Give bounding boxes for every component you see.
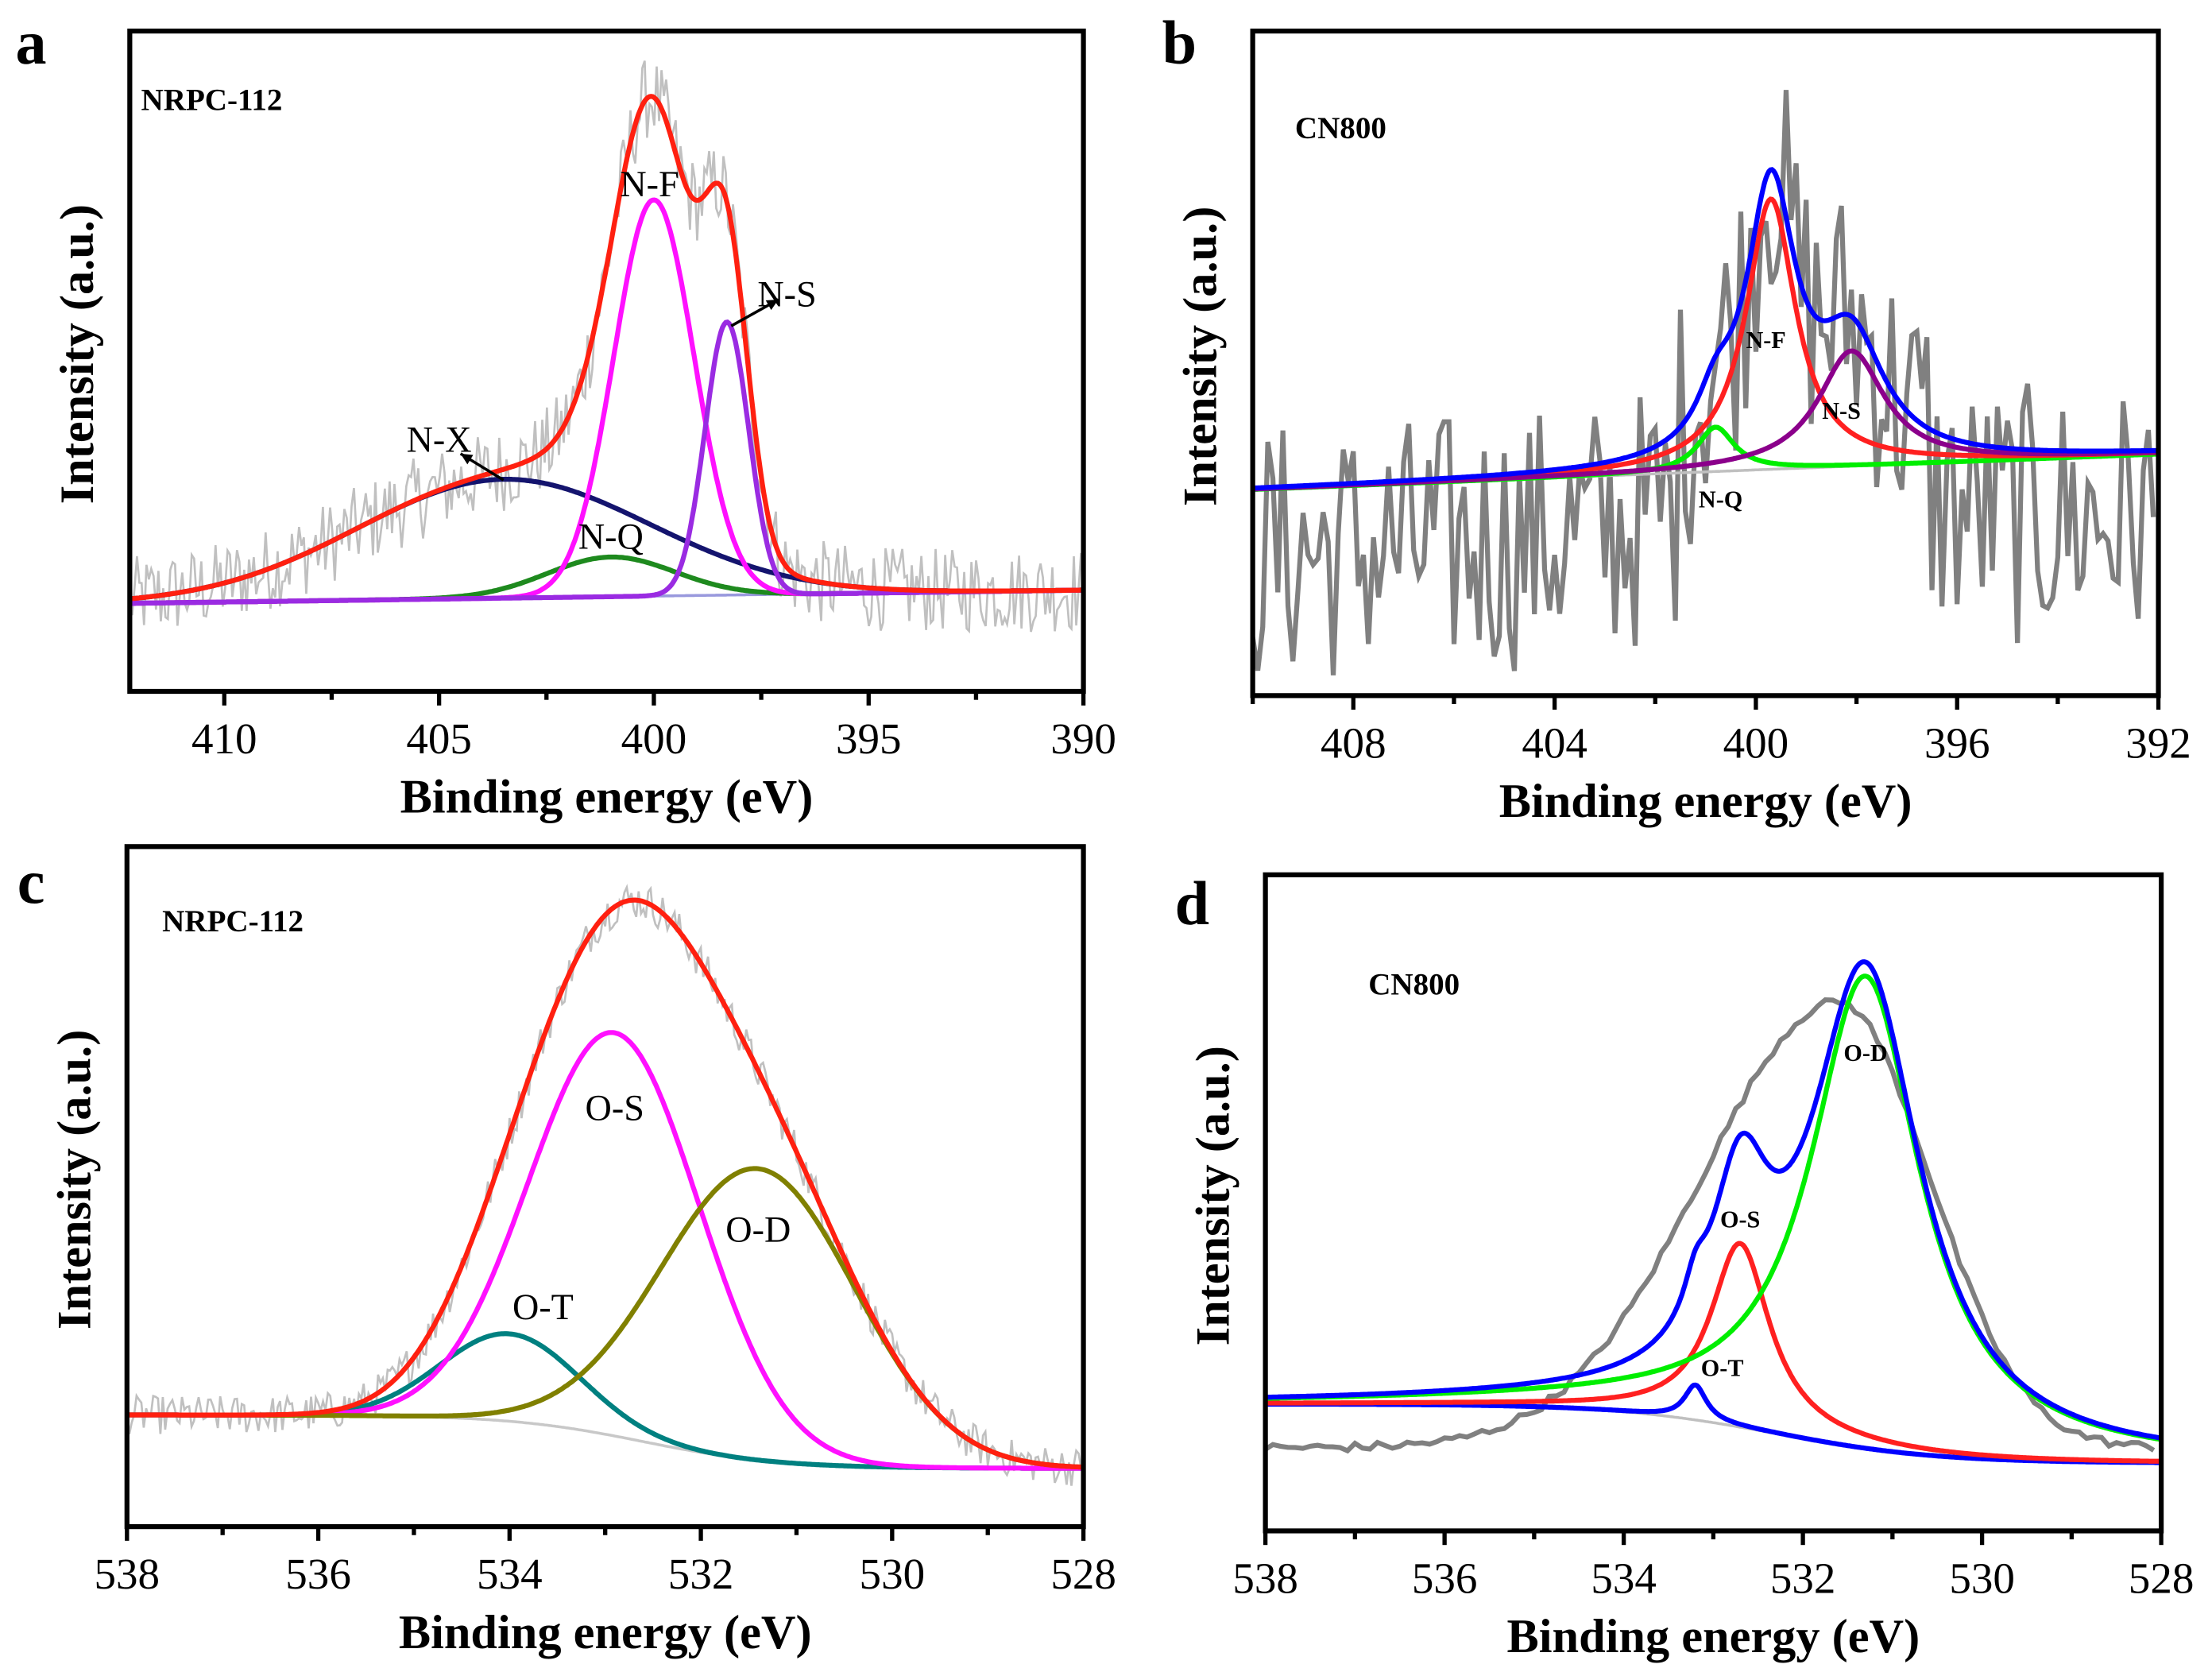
plot-area [1252, 90, 2159, 675]
x-tick-label: 396 [1924, 718, 1990, 767]
sample-name: NRPC-112 [162, 904, 304, 939]
x-axis-title: Binding energy (eV) [1499, 775, 1912, 828]
y-axis-title: Intensity (a.u.) [48, 1030, 102, 1329]
annotation-arrow [459, 452, 505, 482]
peak-label-n-f: N-F [620, 164, 679, 204]
x-tick-label: 532 [1770, 1554, 1836, 1603]
peak-label-n-x: N-X [407, 419, 472, 459]
peak-label-o-d: O-D [725, 1209, 791, 1249]
y-axis-title: Intensity (a.u.) [1186, 1046, 1239, 1345]
x-tick-label: 392 [2125, 718, 2191, 767]
component-o-s-line [1265, 1240, 2162, 1465]
panel-b: 408 404 400 396 392 Binding energy (eV) Intens… [1162, 8, 2191, 828]
sample-name: NRPC-112 [141, 83, 283, 118]
component-n-s-line [130, 319, 1084, 606]
x-tick-label: 530 [860, 1550, 926, 1598]
envelope-fit-line [1252, 167, 2159, 491]
x-tick-label: 390 [1050, 714, 1116, 763]
x-tick-label: 536 [285, 1550, 351, 1598]
peak-label-o-d: O-D [1843, 1039, 1887, 1066]
sample-name: CN800 [1368, 968, 1460, 1002]
component-o-t-line [126, 1331, 1084, 1471]
x-tick-label: 538 [1232, 1554, 1298, 1603]
x-tick-label: 538 [95, 1550, 160, 1598]
raw-data-line [1265, 997, 2156, 1454]
x-tick-label: 532 [668, 1550, 734, 1598]
envelope-fit-line [130, 94, 1084, 602]
panel-a: 410 405 400 395 390 Binding energy (eV) Intens… [16, 8, 1116, 824]
plot-frame [1250, 28, 2161, 699]
x-axis-title: Binding energy (eV) [399, 1606, 812, 1659]
x-tick-label: 528 [1050, 1550, 1116, 1598]
peak-label-n-q: N-Q [1699, 486, 1742, 513]
raw-data-line [126, 884, 1084, 1486]
panel-letter: b [1162, 8, 1197, 77]
peak-label-o-s: O-S [1720, 1206, 1760, 1233]
peak-label-n-s: N-S [1822, 397, 1861, 424]
x-tick-label: 536 [1412, 1554, 1478, 1603]
panel-d: 538 536 534 532 530 528 Binding energy (eV) Int… [1175, 869, 2195, 1663]
envelope-fit-line [1265, 959, 2162, 1441]
plot-area [126, 884, 1084, 1486]
x-axis-title: Binding energy (eV) [1506, 1610, 1920, 1663]
peak-label-o-t: O-T [1701, 1354, 1744, 1381]
annotation-arrow [730, 298, 779, 327]
x-tick-label: 534 [477, 1550, 543, 1598]
x-axis-title: Binding energy (eV) [400, 771, 814, 824]
peak-label-o-t: O-T [512, 1287, 574, 1327]
x-tick-label: 410 [191, 714, 257, 763]
panel-c: 538 536 534 532 530 528 Binding energy (eV) Int… [17, 844, 1116, 1659]
x-tick-label: 530 [1949, 1554, 2015, 1603]
panel-letter: c [17, 847, 45, 916]
plot-area [130, 60, 1084, 634]
x-tick-label: 528 [2129, 1554, 2195, 1603]
y-axis-title: Intensity (a.u.) [1174, 207, 1227, 506]
y-axis-title: Intensity (a.u.) [51, 204, 104, 504]
plot-area [1265, 959, 2162, 1465]
x-tick-label: 408 [1321, 718, 1386, 767]
x-tick-label: 400 [1723, 718, 1789, 767]
panel-letter: d [1175, 869, 1209, 938]
peak-label-n-f: N-F [1746, 327, 1785, 354]
x-tick-label: 400 [621, 714, 687, 763]
x-tick-label: 534 [1591, 1554, 1657, 1603]
plot-frame [127, 28, 1086, 695]
x-tick-label: 395 [836, 714, 902, 763]
x-tick-label: 405 [406, 714, 472, 763]
panel-letter: a [16, 8, 47, 77]
envelope-fit-line [126, 897, 1084, 1470]
peak-label-n-q: N-Q [578, 516, 644, 556]
x-tick-label: 404 [1522, 718, 1587, 767]
peak-label-o-s: O-S [586, 1088, 644, 1128]
sample-name: CN800 [1295, 111, 1386, 145]
peak-label-n-s: N-S [757, 274, 816, 315]
